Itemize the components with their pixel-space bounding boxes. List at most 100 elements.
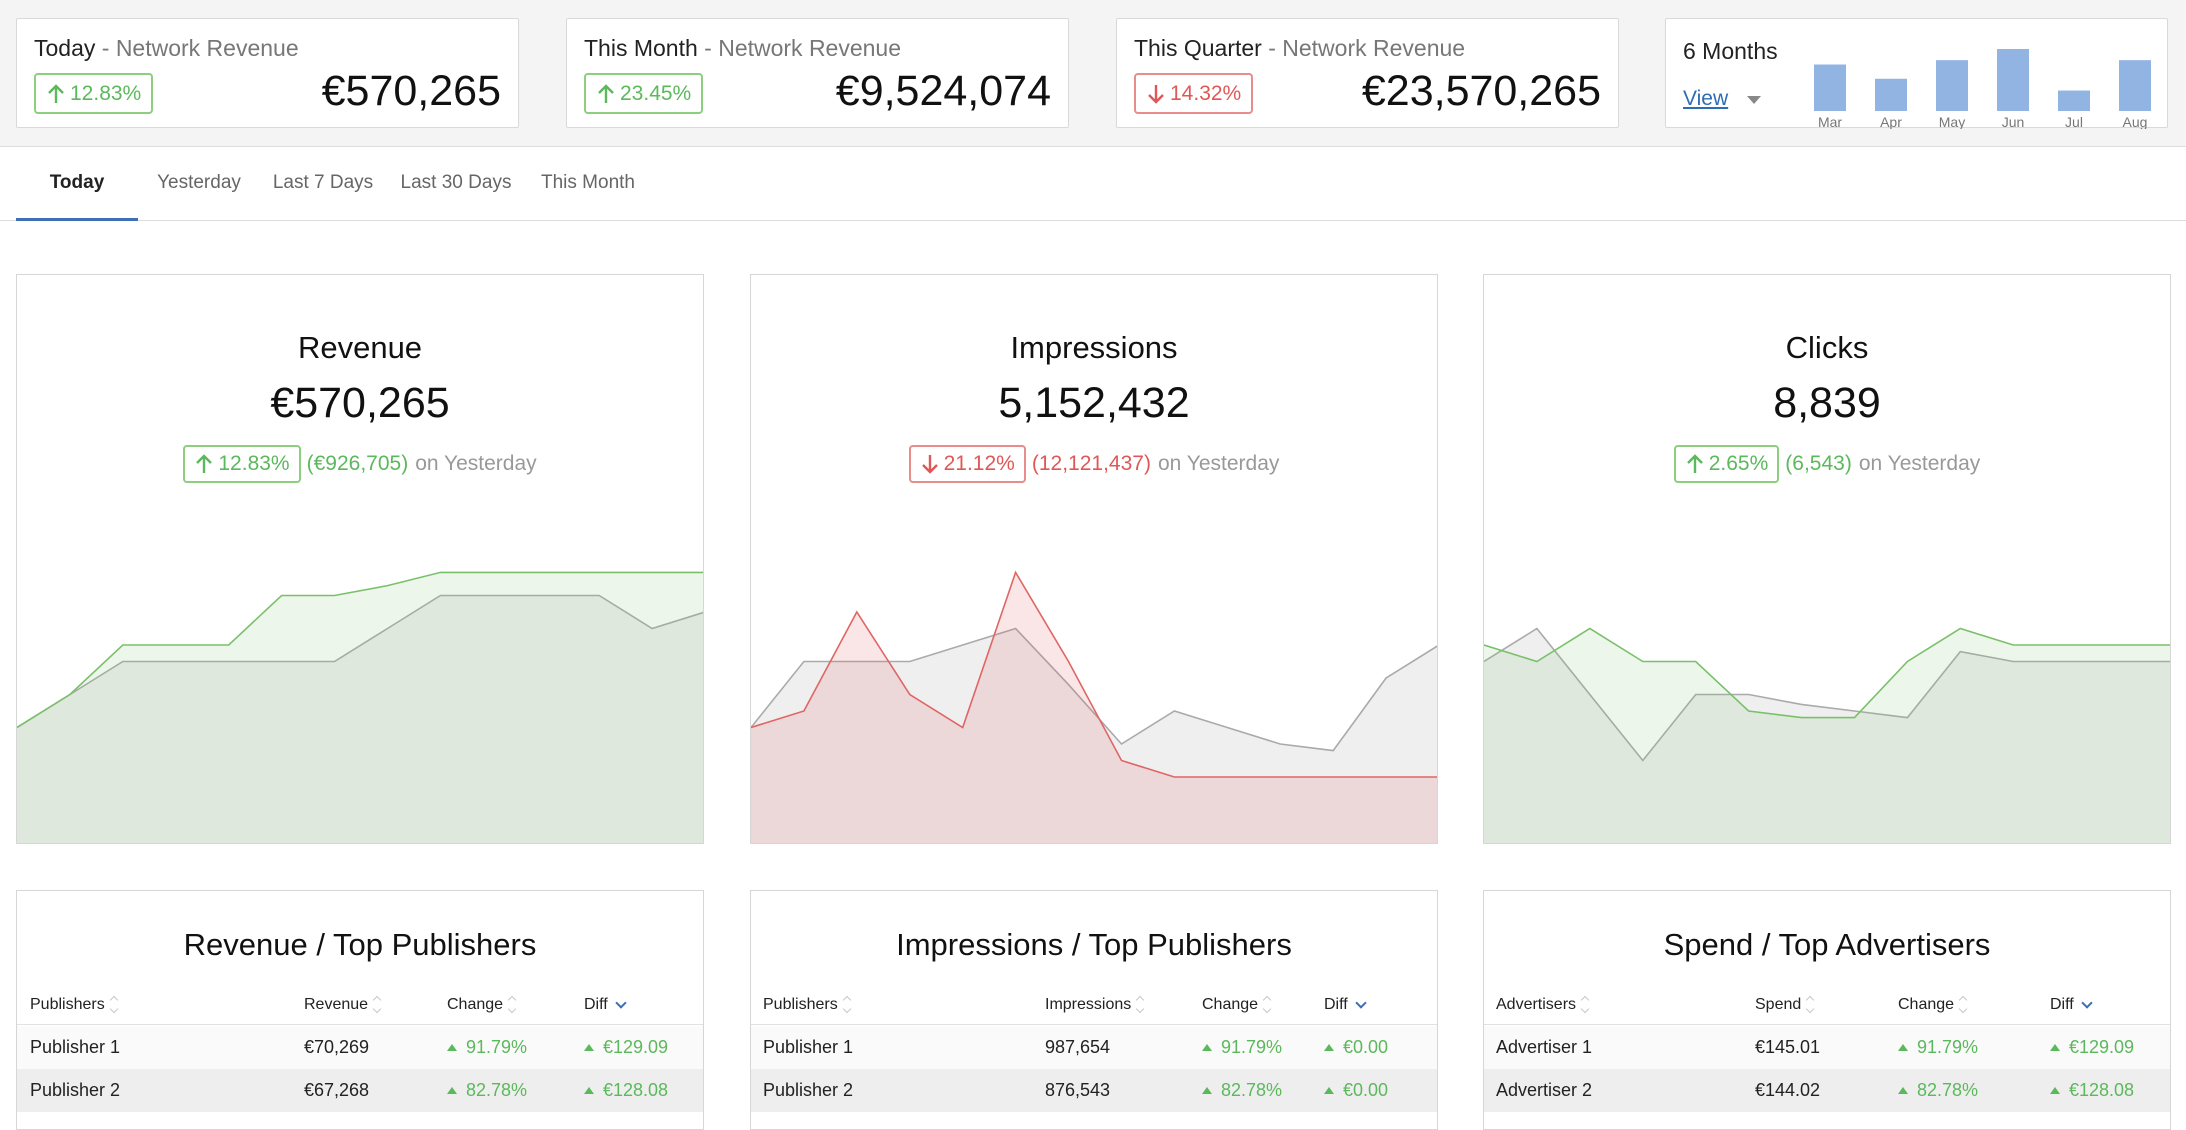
- tab-last-7-days[interactable]: Last 7 Days: [272, 172, 374, 193]
- column-header-change[interactable]: Change: [1898, 996, 1969, 1014]
- comparison-label: on Yesterday: [1858, 452, 1981, 475]
- tab-today[interactable]: Today: [16, 148, 138, 221]
- sort-desc-icon[interactable]: [2081, 996, 2093, 1009]
- month-label: Jul: [2065, 114, 2083, 129]
- card-change: 2.65% (6,543) on Yesterday: [1484, 445, 2170, 483]
- triangle-up-icon: [2050, 1087, 2060, 1094]
- table-title: Revenue / Top Publishers: [183, 927, 537, 962]
- month-label: Jun: [2002, 114, 2025, 129]
- column-header-publishers[interactable]: Publishers: [30, 996, 120, 1014]
- summary-strip: Today - Network Revenue 12.83% €570,265 …: [0, 0, 2186, 147]
- card-title: Impressions: [1010, 330, 1178, 365]
- sort-icon[interactable]: [509, 996, 518, 1014]
- card-value: €570,265: [270, 379, 450, 427]
- triangle-up-icon: [1898, 1087, 1908, 1094]
- period-tabs: Today Yesterday Last 7 Days Last 30 Days…: [0, 148, 2186, 221]
- column-header-diff[interactable]: Diff: [584, 996, 627, 1014]
- kpi-value: €570,265: [321, 67, 501, 115]
- change-badge: 2.65%: [1673, 445, 1780, 483]
- arrow-down-icon: [921, 455, 938, 474]
- chevron-down-icon[interactable]: [1747, 96, 1761, 104]
- sort-icon[interactable]: [1264, 996, 1273, 1014]
- sort-icon[interactable]: [1807, 996, 1816, 1014]
- column-header-revenue[interactable]: Revenue: [304, 996, 383, 1014]
- previous-value: (6,543): [1785, 452, 1852, 475]
- series-line-0: [751, 627, 1437, 752]
- tab-this-month[interactable]: This Month: [541, 172, 635, 193]
- kpi-title: This Quarter - Network Revenue: [1134, 35, 1466, 61]
- series-area-0: [1484, 628, 2170, 843]
- triangle-up-icon: [1898, 1044, 1908, 1051]
- kpi-value: €23,570,265: [1361, 67, 1601, 115]
- series-line-1: [1484, 627, 2170, 719]
- revenue-area-chart: [17, 571, 703, 843]
- column-header-advertisers[interactable]: Advertisers: [1496, 996, 1591, 1014]
- month-bar: [2058, 90, 2090, 111]
- triangle-up-icon: [1324, 1087, 1334, 1094]
- series-line-1: [17, 571, 703, 729]
- previous-value: (12,121,437): [1031, 452, 1151, 475]
- triangle-up-icon: [2050, 1044, 2060, 1051]
- column-header-diff[interactable]: Diff: [2050, 996, 2093, 1014]
- comparison-label: on Yesterday: [1157, 452, 1280, 475]
- table-row[interactable]: Publisher 2 €67,268 82.78% €128.08: [17, 1069, 703, 1112]
- sort-desc-icon[interactable]: [615, 996, 627, 1009]
- column-header-spend[interactable]: Spend: [1755, 996, 1816, 1014]
- tab-yesterday[interactable]: Yesterday: [157, 172, 241, 193]
- sort-icon[interactable]: [111, 996, 120, 1014]
- card-change: 21.12% (12,121,437) on Yesterday: [751, 445, 1437, 483]
- triangle-up-icon: [1324, 1044, 1334, 1051]
- month-bar: [1875, 78, 1907, 111]
- month-bar: [1997, 49, 2029, 111]
- column-header-diff[interactable]: Diff: [1324, 996, 1367, 1014]
- impressions-card: Impressions 5,152,432 21.12% (12,121,437…: [750, 274, 1438, 844]
- arrow-down-icon: [1148, 84, 1164, 104]
- kpi-this-month: This Month - Network Revenue 23.45% €9,5…: [566, 18, 1069, 128]
- arrow-up-icon: [598, 83, 614, 103]
- revenue-top-publishers-table: Revenue / Top Publishers Publishers Reve…: [16, 890, 704, 1130]
- kpi-value: €9,524,074: [835, 67, 1051, 115]
- card-value: 8,839: [1773, 379, 1881, 427]
- previous-value: (€926,705): [306, 452, 409, 475]
- change-badge: 12.83%: [183, 445, 301, 483]
- sort-icon[interactable]: [1960, 996, 1969, 1014]
- column-header-change[interactable]: Change: [1202, 996, 1273, 1014]
- arrow-up-icon: [1686, 454, 1703, 473]
- table-row[interactable]: Advertiser 1 €145.01 91.79% €129.09: [1484, 1026, 2170, 1069]
- sort-icon[interactable]: [844, 996, 853, 1014]
- table-row[interactable]: Publisher 2 876,543 82.78% €0.00: [751, 1069, 1437, 1112]
- kpi-this-quarter: This Quarter - Network Revenue 14.32% €2…: [1116, 18, 1619, 128]
- series-line-0: [17, 594, 703, 729]
- column-header-change[interactable]: Change: [447, 996, 518, 1014]
- series-area-0: [751, 628, 1437, 843]
- sort-icon[interactable]: [1582, 996, 1591, 1014]
- month-label: Aug: [2123, 114, 2148, 129]
- column-header-publishers[interactable]: Publishers: [763, 996, 853, 1014]
- table-header: Advertisers Spend Change Diff: [1484, 989, 2170, 1025]
- table-title: Spend / Top Advertisers: [1663, 927, 1991, 962]
- sort-icon[interactable]: [1137, 996, 1146, 1014]
- triangle-up-icon: [447, 1044, 457, 1051]
- clicks-area-chart: [1484, 627, 2170, 843]
- month-bar: [1814, 64, 1846, 111]
- sort-desc-icon[interactable]: [1355, 996, 1367, 1009]
- six-months-bar-chart: Mar Apr May Jun Jul Aug: [1814, 49, 2151, 129]
- table-row[interactable]: Publisher 1 987,654 91.79% €0.00: [751, 1026, 1437, 1069]
- tab-last-30-days[interactable]: Last 30 Days: [400, 172, 512, 193]
- column-header-impressions[interactable]: Impressions: [1045, 996, 1146, 1014]
- series-area-1: [17, 572, 703, 843]
- table-row[interactable]: Publisher 1 €70,269 91.79% €129.09: [17, 1026, 703, 1069]
- sort-icon[interactable]: [374, 996, 383, 1014]
- series-line-1: [751, 570, 1437, 778]
- series-line-0: [1484, 627, 2170, 762]
- table-header: Publishers Revenue Change Diff: [17, 989, 703, 1025]
- arrow-up-icon: [196, 454, 213, 473]
- month-bar: [2119, 60, 2151, 111]
- triangle-up-icon: [584, 1044, 594, 1051]
- triangle-up-icon: [584, 1087, 594, 1094]
- card-value: 5,152,432: [998, 379, 1190, 427]
- table-row[interactable]: Advertiser 2 €144.02 82.78% €128.08: [1484, 1069, 2170, 1112]
- month-label: Apr: [1880, 114, 1902, 129]
- triangle-up-icon: [1202, 1044, 1212, 1051]
- view-dropdown[interactable]: View: [1683, 87, 1729, 110]
